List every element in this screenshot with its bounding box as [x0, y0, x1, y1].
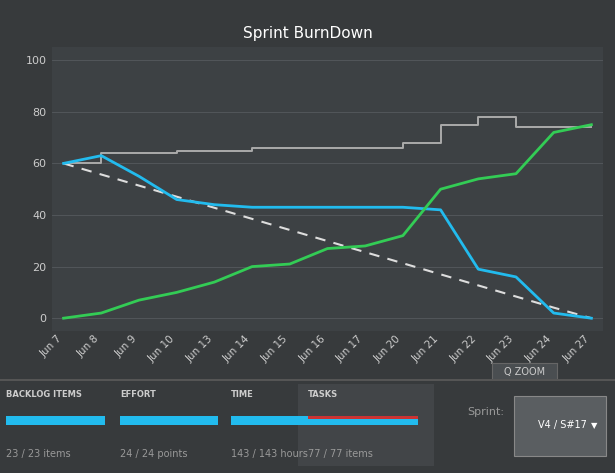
Text: BACKLOG ITEMS: BACKLOG ITEMS: [6, 390, 82, 399]
Bar: [120, 416, 218, 425]
Text: Q ZOOM: Q ZOOM: [504, 367, 545, 377]
Bar: [298, 385, 434, 465]
Text: Sprint BurnDown: Sprint BurnDown: [243, 26, 372, 41]
Text: 23 / 23 items: 23 / 23 items: [6, 449, 71, 459]
Text: 77 / 77 items: 77 / 77 items: [308, 449, 372, 459]
Legend: Scope tasks, Ideal remaining tasks, Remaining tasks, Done tasks: Scope tasks, Ideal remaining tasks, Rema…: [35, 445, 532, 464]
Text: ▼: ▼: [591, 420, 597, 429]
Bar: [308, 416, 418, 419]
Text: Sprint:: Sprint:: [467, 407, 504, 417]
Text: TIME: TIME: [231, 390, 253, 399]
Text: 143 / 143 hours: 143 / 143 hours: [231, 449, 308, 459]
Bar: [6, 416, 105, 425]
Bar: [514, 396, 606, 456]
Bar: [231, 416, 341, 425]
Text: TASKS: TASKS: [308, 390, 338, 399]
Text: V4 / S#17: V4 / S#17: [538, 420, 587, 430]
Bar: [308, 419, 418, 425]
Text: 24 / 24 points: 24 / 24 points: [120, 449, 188, 459]
Text: EFFORT: EFFORT: [120, 390, 156, 399]
